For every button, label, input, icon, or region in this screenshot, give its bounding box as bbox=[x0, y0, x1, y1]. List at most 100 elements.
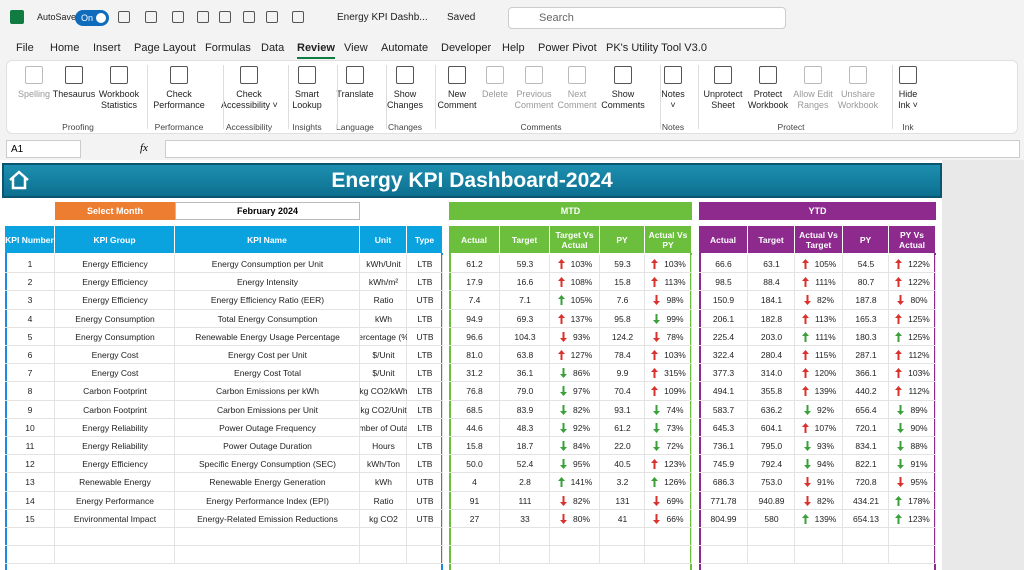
ribbon-button-label: Next bbox=[567, 89, 587, 99]
ribbon-button[interactable]: Show Changes bbox=[377, 61, 433, 117]
cell-border bbox=[795, 309, 843, 328]
menu-tab[interactable]: Power Pivot bbox=[538, 42, 597, 54]
table-cell: Environmental Impact bbox=[73, 513, 157, 524]
search-box[interactable]: Search bbox=[508, 7, 786, 29]
cell-text: 112% bbox=[908, 350, 930, 361]
table-cell: Carbon Footprint bbox=[83, 404, 147, 415]
ribbon-button[interactable]: Check Accessibility ˅ bbox=[221, 61, 278, 117]
ribbon-button[interactable]: Unprotect Sheet bbox=[695, 61, 751, 117]
menu-tab[interactable]: Help bbox=[502, 42, 525, 54]
arrow-glyph bbox=[895, 513, 903, 524]
table-cell: 61.2 bbox=[614, 422, 631, 433]
cell-border bbox=[889, 255, 936, 274]
cell-border bbox=[843, 382, 889, 401]
table-cell: 83.9 bbox=[516, 404, 534, 415]
toolbar-icon[interactable] bbox=[145, 11, 157, 23]
cell-border bbox=[600, 491, 645, 510]
ribbon-button[interactable]: Spelling bbox=[6, 61, 62, 117]
table-cell: 123% bbox=[645, 455, 692, 473]
table-cell: 94.9 bbox=[466, 313, 483, 324]
cell-border bbox=[449, 473, 500, 492]
cell-border bbox=[843, 400, 889, 419]
arrow-glyph bbox=[651, 350, 659, 361]
ribbon-button[interactable]: Allow Edit Ranges bbox=[785, 61, 841, 117]
ribbon-button[interactable]: Delete bbox=[467, 61, 523, 117]
cell-border bbox=[550, 291, 600, 310]
table-cell: 203.0 bbox=[760, 331, 783, 342]
home-icon[interactable] bbox=[8, 169, 30, 191]
table-cell: Energy Reliability bbox=[82, 422, 148, 433]
cell-border bbox=[843, 437, 889, 456]
cell-text: 99% bbox=[666, 313, 684, 324]
column-header: Actual Vs PY bbox=[645, 226, 692, 253]
cell-border bbox=[600, 528, 645, 547]
ribbon-button-label: New bbox=[447, 89, 466, 99]
table-cell: 44.6 bbox=[466, 422, 483, 433]
table-cell: Ratio bbox=[373, 295, 394, 306]
cell-border bbox=[699, 364, 748, 383]
toolbar-icon[interactable] bbox=[292, 11, 304, 23]
toolbar-icon[interactable] bbox=[118, 11, 130, 23]
ribbon-button[interactable]: Previous Comment bbox=[506, 61, 562, 117]
menu-tab[interactable]: Automate bbox=[381, 42, 429, 54]
cell-border bbox=[889, 546, 936, 565]
menu-tab[interactable]: Insert bbox=[93, 42, 121, 54]
cell-border bbox=[699, 528, 748, 547]
cell-text: 91% bbox=[816, 477, 834, 488]
cell-border bbox=[449, 455, 500, 474]
name-box[interactable]: A1 bbox=[6, 140, 81, 158]
ribbon-button[interactable]: Notes ˅ bbox=[645, 61, 701, 117]
cell-border bbox=[795, 473, 843, 492]
autosave-toggle[interactable]: On bbox=[75, 10, 109, 26]
ribbon-button[interactable]: New Comment bbox=[429, 61, 485, 117]
table-cell: 98% bbox=[645, 291, 692, 309]
cell-text: 122% bbox=[908, 259, 930, 270]
month-selector[interactable]: February 2024 bbox=[175, 202, 360, 220]
toolbar-icon[interactable] bbox=[266, 11, 278, 23]
cell-border bbox=[550, 509, 600, 528]
toolbar-icon[interactable] bbox=[172, 11, 184, 23]
ribbon-button[interactable]: Protect Workbook bbox=[740, 61, 796, 117]
name-box-text: A1 bbox=[11, 144, 24, 155]
toolbar-icon[interactable] bbox=[219, 11, 231, 23]
toolbar-icon[interactable] bbox=[243, 11, 255, 23]
ribbon-button-label: Notes bbox=[661, 89, 685, 99]
cell-border bbox=[500, 273, 550, 292]
cell-border bbox=[360, 291, 407, 310]
menu-tab[interactable]: Home bbox=[50, 42, 80, 54]
ribbon-button[interactable]: Hide Ink ˅ bbox=[880, 61, 936, 117]
menu-tab[interactable]: View bbox=[344, 42, 368, 54]
cell-border bbox=[407, 327, 443, 346]
formula-input[interactable] bbox=[165, 140, 1020, 158]
arrow-glyph bbox=[651, 259, 659, 270]
cell-text: 123% bbox=[664, 459, 686, 470]
menu-tab[interactable]: Formulas bbox=[205, 42, 251, 54]
ribbon-button[interactable]: Next Comment bbox=[549, 61, 605, 117]
cell-border bbox=[550, 364, 600, 383]
trend-arrow bbox=[651, 386, 659, 397]
table-cell: 88% bbox=[889, 437, 936, 455]
ribbon-button[interactable]: Check Performance bbox=[151, 61, 207, 117]
table-cell: LTB bbox=[417, 368, 433, 379]
cell-border bbox=[175, 509, 360, 528]
ribbon-button[interactable]: Translate bbox=[327, 61, 383, 117]
table-cell: 103% bbox=[645, 255, 692, 273]
menu-tab[interactable]: PK's Utility Tool V3.0 bbox=[606, 42, 707, 54]
menu-tab[interactable]: File bbox=[16, 42, 34, 54]
ribbon-button[interactable]: Show Comments bbox=[595, 61, 651, 117]
menu-tab[interactable]: Data bbox=[261, 42, 285, 54]
menu-tab[interactable]: Developer bbox=[441, 42, 492, 54]
ribbon-button[interactable]: Workbook Statistics bbox=[91, 61, 147, 117]
table-cell: Energy Consumption bbox=[75, 313, 155, 324]
ribbon-button[interactable]: Smart Lookup bbox=[279, 61, 335, 117]
column-header: Target bbox=[748, 226, 795, 253]
cell-text: 80% bbox=[910, 295, 928, 306]
ribbon-button[interactable]: Thesaurus bbox=[46, 61, 102, 117]
trend-arrow bbox=[897, 459, 905, 470]
menu-tab[interactable]: Page Layout bbox=[134, 42, 196, 54]
toolbar-icon[interactable] bbox=[197, 11, 209, 23]
menu-tab[interactable]: Review bbox=[297, 42, 335, 59]
cell-text: 78% bbox=[666, 331, 684, 342]
ribbon-button[interactable]: Unshare Workbook bbox=[830, 61, 886, 117]
